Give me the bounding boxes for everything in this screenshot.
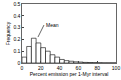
svg-text:100: 100 [112, 65, 121, 71]
svg-text:0.4: 0.4 [13, 13, 20, 19]
svg-text:80: 80 [94, 65, 100, 71]
svg-text:40: 40 [57, 65, 63, 71]
svg-text:0: 0 [18, 60, 21, 66]
svg-text:Percent emission per 1-Myr int: Percent emission per 1-Myr interval [30, 71, 109, 77]
svg-text:20: 20 [38, 65, 44, 71]
svg-text:0.1: 0.1 [13, 48, 20, 54]
svg-text:Frequency: Frequency [5, 21, 11, 45]
svg-text:0.2: 0.2 [13, 36, 20, 42]
svg-text:Mean: Mean [46, 22, 59, 28]
svg-text:60: 60 [76, 65, 82, 71]
svg-text:0.3: 0.3 [13, 24, 20, 30]
svg-text:0.5: 0.5 [13, 1, 20, 7]
svg-text:0: 0 [21, 65, 24, 71]
